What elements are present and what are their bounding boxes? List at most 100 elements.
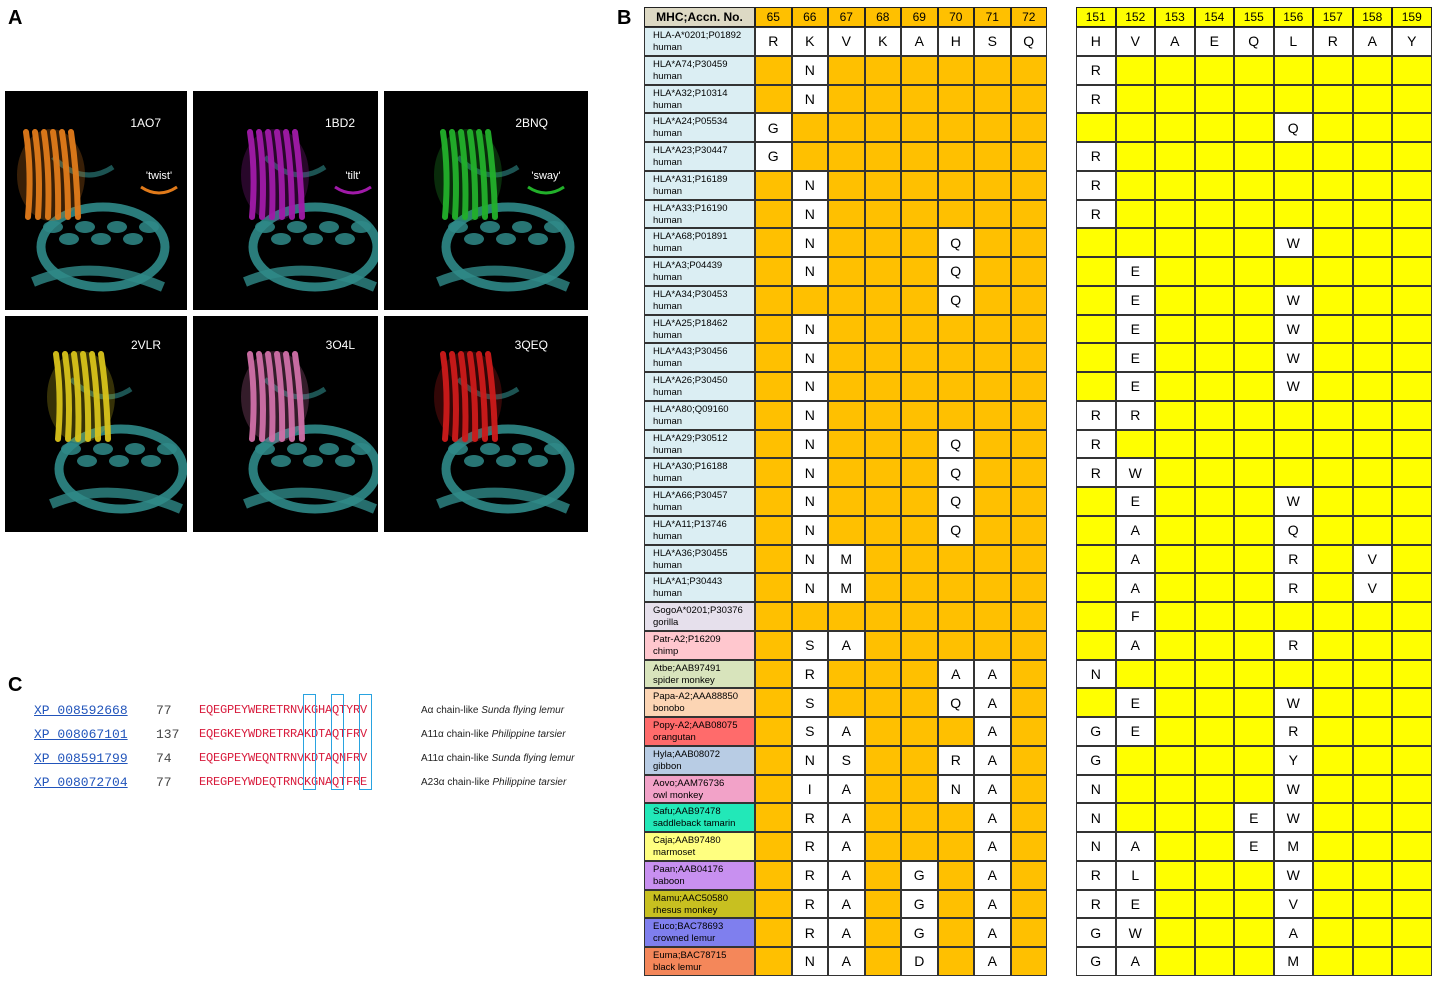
residue-cell	[974, 630, 1011, 660]
residue-cell	[1234, 745, 1274, 775]
accession-label: HLA*A68;P01891	[653, 231, 728, 243]
residue-cell	[755, 55, 792, 85]
residue-cell: N	[791, 55, 828, 85]
residue-cell: N	[791, 84, 828, 114]
residue-cell	[1313, 55, 1353, 85]
residue-cell: G	[901, 918, 938, 947]
residue-cell	[1155, 774, 1195, 804]
residue-cell	[1010, 400, 1047, 430]
accession-label: Aovo;AAM76736	[653, 777, 725, 789]
structure-id-label: 1AO7	[130, 116, 161, 130]
residue-cell	[755, 257, 792, 286]
residue-cell	[1115, 55, 1155, 85]
position-header: 154	[1194, 7, 1234, 27]
residue-cell	[1155, 228, 1195, 257]
species-label: human	[653, 588, 683, 600]
residue-cell	[1392, 400, 1432, 430]
residue-cell: A	[1115, 544, 1155, 574]
residue-cell: R	[1076, 170, 1116, 200]
residue-cell: R	[1115, 400, 1155, 430]
species-label: rhesus monkey	[653, 904, 718, 916]
residue-cell	[937, 602, 974, 631]
accession-link[interactable]: XP_008067101	[34, 727, 128, 742]
residue-cell: W	[1273, 228, 1313, 257]
residue-cell	[1155, 745, 1195, 775]
residue-cell: A	[974, 717, 1011, 746]
residue-cell	[755, 487, 792, 516]
residue-cell	[1155, 199, 1195, 229]
position-header: 68	[864, 7, 901, 27]
residue-cell: H	[1076, 27, 1116, 56]
residue-cell	[1352, 832, 1392, 861]
residue-cell	[828, 659, 865, 689]
residue-cell	[1392, 573, 1432, 602]
row-label: HLA*A3;P04439 human	[644, 257, 755, 286]
residue-cell: A	[1115, 947, 1155, 976]
species-label: human	[653, 157, 683, 168]
residue-cell	[1155, 429, 1195, 459]
structure-id-label: 3QEQ	[515, 338, 548, 352]
structure-image-grid: 1AO7 'twist' 1BD2 'tilt' 2BNQ 'sway' 2VLR 3O4L 3…	[5, 91, 588, 532]
residue-cell	[1010, 257, 1047, 286]
residue-cell	[1010, 602, 1047, 631]
residue-cell: A	[828, 889, 865, 919]
residue-cell	[1076, 573, 1116, 602]
residue-cell: R	[791, 803, 828, 832]
residue-cell	[974, 487, 1011, 516]
row-label: Safu;AAB97478 saddleback tamarin	[644, 803, 755, 832]
species-label: saddleback tamarin	[653, 818, 736, 830]
residue-cell	[755, 314, 792, 344]
residue-cell	[937, 55, 974, 85]
residue-cell	[864, 515, 901, 545]
residue-cell	[1234, 602, 1274, 631]
residue-cell	[1392, 487, 1432, 516]
residue-cell	[755, 400, 792, 430]
accession-link[interactable]: XP_008591799	[34, 751, 128, 766]
residue-cell	[901, 774, 938, 804]
residue-cell	[1313, 860, 1353, 890]
residue-cell	[755, 429, 792, 459]
residue-cell	[901, 372, 938, 401]
residue-cell	[1010, 228, 1047, 257]
structure-id-label: 3O4L	[326, 338, 356, 352]
residue-cell: W	[1273, 803, 1313, 832]
row-label: Hyla;AAB08072 gibbon	[644, 745, 755, 775]
accession-label: Atbe;AAB97491	[653, 662, 721, 674]
residue-cell	[1234, 573, 1274, 602]
residue-cell	[1076, 372, 1116, 401]
residue-cell	[974, 544, 1011, 574]
residue-cell: A	[901, 27, 938, 56]
residue-cell	[901, 55, 938, 85]
residue-cell: E	[1115, 688, 1155, 717]
residue-cell	[755, 745, 792, 775]
residue-cell	[755, 803, 792, 832]
row-label: HLA*A66;P30457 human	[644, 487, 755, 516]
species-label: marmoset	[653, 847, 696, 858]
residue-cell: R	[1076, 400, 1116, 430]
row-label: HLA*A43;P30456 human	[644, 343, 755, 372]
tcr-domain-shape	[17, 129, 85, 221]
residue-cell	[864, 832, 901, 861]
residue-cell	[1155, 257, 1195, 286]
residue-cell	[864, 113, 901, 142]
residue-cell	[864, 458, 901, 487]
residue-cell: G	[1076, 947, 1116, 976]
position-header: 159	[1392, 7, 1432, 27]
accession-link[interactable]: XP_008072704	[34, 775, 128, 790]
residue-cell	[1010, 170, 1047, 200]
accession-label: HLA*A31;P16189	[653, 173, 728, 185]
residue-cell	[1234, 55, 1274, 85]
residue-cell	[1234, 257, 1274, 286]
residue-cell	[1273, 257, 1313, 286]
residue-cell	[1155, 573, 1195, 602]
residue-cell	[901, 285, 938, 315]
residue-cell	[1234, 228, 1274, 257]
residue-cell	[864, 372, 901, 401]
accession-link[interactable]: XP_008592668	[34, 703, 128, 718]
residue-cell	[1392, 918, 1432, 947]
residue-cell	[974, 400, 1011, 430]
residue-cell: E	[1115, 487, 1155, 516]
position-header: 70	[937, 7, 974, 27]
mhc-molecule-shape	[49, 377, 188, 514]
residue-cell	[937, 803, 974, 832]
